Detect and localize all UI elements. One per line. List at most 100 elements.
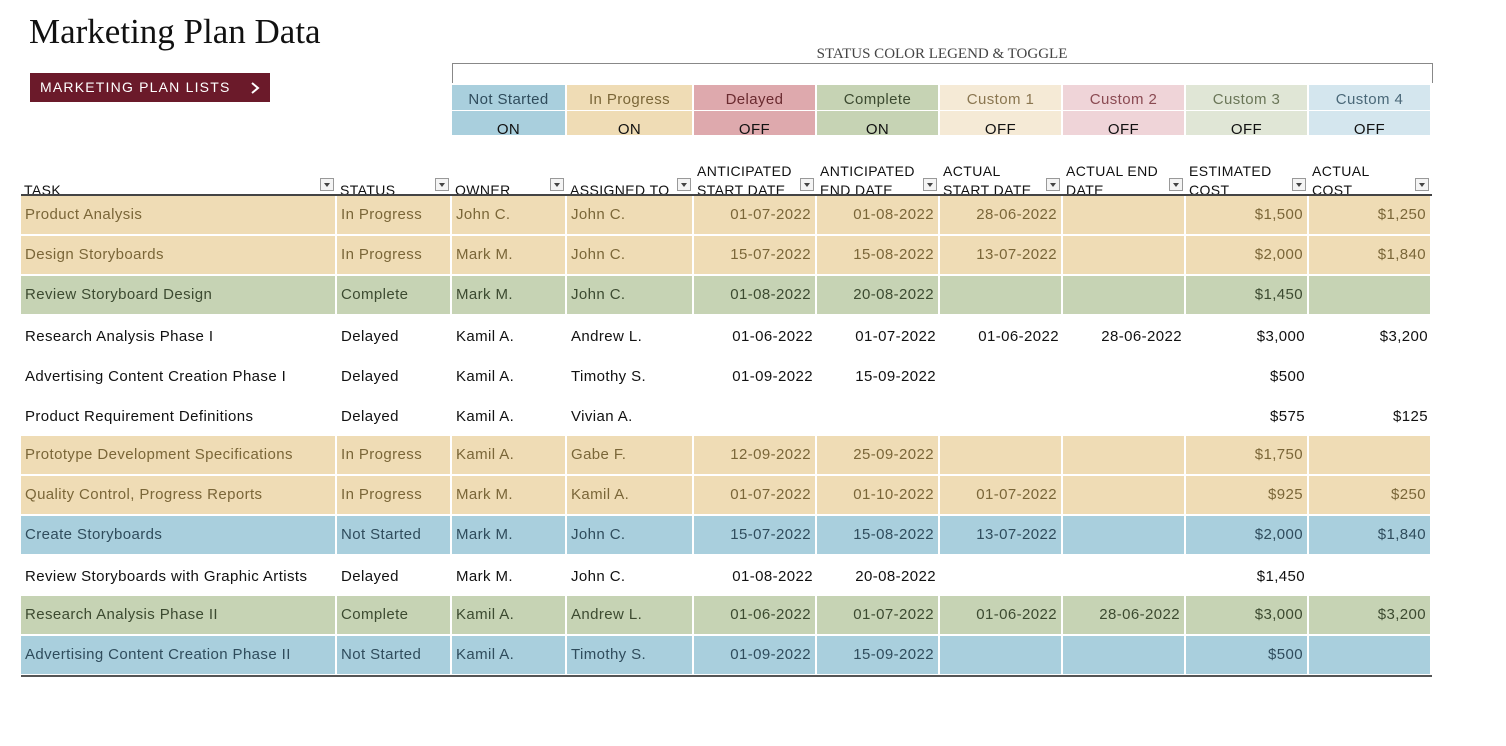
- filter-button[interactable]: [677, 178, 691, 191]
- legend-label[interactable]: In Progress: [567, 85, 694, 110]
- table-cell: Complete: [337, 596, 452, 635]
- table-cell: Not Started: [337, 516, 452, 555]
- table-cell: 01-06-2022: [940, 596, 1063, 635]
- table-cell: $1,250: [1309, 196, 1432, 235]
- legend-label[interactable]: Delayed: [694, 85, 817, 110]
- filter-button[interactable]: [1169, 178, 1183, 191]
- legend-toggle[interactable]: OFF: [940, 110, 1063, 135]
- table-cell: [940, 276, 1063, 315]
- legend-toggle[interactable]: OFF: [1309, 110, 1432, 135]
- table-cell: 15-07-2022: [694, 516, 817, 555]
- table-cell: Timothy S.: [567, 636, 694, 675]
- header-rule: [21, 194, 1432, 196]
- table-cell: 15-09-2022: [817, 636, 940, 675]
- legend-label[interactable]: Complete: [817, 85, 940, 110]
- table-cell: Delayed: [341, 368, 399, 385]
- legend-label[interactable]: Custom 3: [1186, 85, 1309, 110]
- table-cell: John C.: [452, 196, 567, 235]
- filter-button[interactable]: [550, 178, 564, 191]
- filter-button[interactable]: [1292, 178, 1306, 191]
- table-cell: 01-09-2022: [694, 636, 817, 675]
- table-cell: $1,450: [1186, 276, 1309, 315]
- table-cell: Timothy S.: [571, 368, 647, 385]
- table-cell: Complete: [337, 276, 452, 315]
- table-cell: [1063, 358, 1186, 397]
- table-cell: Not Started: [337, 636, 452, 675]
- legend-toggle[interactable]: OFF: [694, 110, 817, 135]
- table-cell: In Progress: [337, 196, 452, 235]
- filter-button[interactable]: [320, 178, 334, 191]
- page-title: Marketing Plan Data: [29, 12, 321, 51]
- filter-button[interactable]: [923, 178, 937, 191]
- table-cell: [1063, 436, 1186, 475]
- lists-button[interactable]: MARKETING PLAN LISTS: [30, 73, 270, 102]
- table-cell: 28-06-2022: [1101, 328, 1182, 345]
- table-cell: [1309, 636, 1432, 675]
- table-cell: [1063, 516, 1186, 555]
- filter-button[interactable]: [1415, 178, 1429, 191]
- table-cell: Andrew L.: [567, 596, 694, 635]
- legend-toggle[interactable]: OFF: [1063, 110, 1186, 135]
- task-cell: Product Requirement Definitions: [25, 408, 254, 425]
- task-cell: Research Analysis Phase II: [21, 596, 337, 635]
- table-cell: [694, 398, 817, 437]
- chevron-icon[interactable]: [250, 82, 260, 94]
- header-label: OWNER: [455, 182, 511, 195]
- table-cell: $3,200: [1309, 596, 1432, 635]
- table-cell: Kamil A.: [456, 368, 515, 385]
- task-cell: Create Storyboards: [21, 516, 337, 555]
- table-cell: 13-07-2022: [940, 236, 1063, 275]
- legend-toggle[interactable]: OFF: [1186, 110, 1309, 135]
- table-cell: 01-07-2022: [694, 476, 817, 515]
- table-cell: Kamil A.: [452, 596, 567, 635]
- table-cell: Kamil A.: [456, 328, 515, 345]
- table-cell: $1,500: [1186, 196, 1309, 235]
- legend-label[interactable]: Custom 2: [1063, 85, 1186, 110]
- table-cell: 25-09-2022: [817, 436, 940, 475]
- table-cell: Mark M.: [456, 568, 513, 585]
- table-cell: Kamil A.: [567, 476, 694, 515]
- table-cell: 01-07-2022: [694, 196, 817, 235]
- table-cell: Kamil A.: [452, 436, 567, 475]
- table-cell: Mark M.: [452, 236, 567, 275]
- table-cell: 20-08-2022: [855, 568, 936, 585]
- table-cell: [1063, 196, 1186, 235]
- table-cell: [940, 436, 1063, 475]
- table-cell: Delayed: [341, 408, 399, 425]
- table-cell: [817, 398, 940, 437]
- table-cell: $500: [1270, 368, 1305, 385]
- table-cell: Andrew L.: [571, 328, 643, 345]
- table-cell: 12-09-2022: [694, 436, 817, 475]
- legend-toggle[interactable]: ON: [817, 110, 940, 135]
- table-cell: [1063, 236, 1186, 275]
- table-cell: [1063, 636, 1186, 675]
- filter-button[interactable]: [1046, 178, 1060, 191]
- table-cell: John C.: [567, 276, 694, 315]
- column-header: ACTUAL COST: [1309, 160, 1432, 195]
- table-cell: Mark M.: [452, 476, 567, 515]
- legend-toggle[interactable]: ON: [567, 110, 694, 135]
- table-cell: Delayed: [341, 328, 399, 345]
- task-cell: Product Analysis: [21, 196, 337, 235]
- table-cell: $125: [1393, 408, 1428, 425]
- column-header: ANTICIPATED START DATE: [694, 160, 817, 195]
- column-header: ACTUAL START DATE: [940, 160, 1063, 195]
- legend-label[interactable]: Not Started: [452, 85, 567, 110]
- table-cell: In Progress: [337, 476, 452, 515]
- legend-label[interactable]: Custom 4: [1309, 85, 1432, 110]
- legend-label[interactable]: Custom 1: [940, 85, 1063, 110]
- table-cell: 28-06-2022: [1063, 596, 1186, 635]
- table-cell: [940, 558, 1063, 597]
- table-cell: In Progress: [337, 236, 452, 275]
- filter-button[interactable]: [800, 178, 814, 191]
- header-label: ACTUAL END DATE: [1066, 163, 1159, 195]
- table-cell: Mark M.: [452, 516, 567, 555]
- filter-button[interactable]: [435, 178, 449, 191]
- button-label[interactable]: MARKETING PLAN LISTS: [40, 79, 231, 95]
- table-cell: [1063, 558, 1186, 597]
- legend-frame: [452, 63, 1433, 83]
- table-cell: John C.: [567, 236, 694, 275]
- legend-toggle[interactable]: ON: [452, 110, 567, 135]
- table-cell: 15-07-2022: [694, 236, 817, 275]
